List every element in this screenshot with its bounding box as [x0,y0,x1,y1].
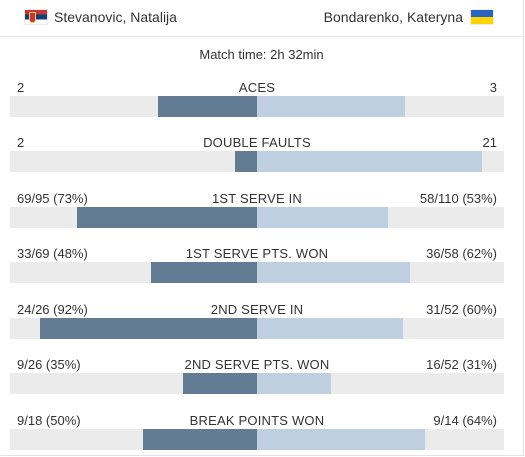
stat-right-value: 3 [489,80,497,95]
stat-row-break-points-won: 9/18 (50%) BREAK POINTS WON 9/14 (64%) [10,413,504,453]
stat-bar-right [257,318,403,339]
stat-name: 2ND SERVE IN [210,302,304,317]
ukraine-flag-icon [471,10,493,24]
stat-name: DOUBLE FAULTS [203,135,311,150]
match-header: Stevanovic, Natalija Bondarenko, Kateryn… [0,0,523,37]
stat-name: 1ST SERVE IN [211,191,303,206]
stat-track [10,318,504,339]
stat-right-value: 21 [482,135,497,150]
stat-bar-left [151,262,257,283]
stat-row-aces: 2 ACES 3 [10,80,504,120]
stat-bar-left [77,207,257,228]
stat-bar-left [158,96,257,117]
stat-right-value: 36/58 (62%) [426,246,497,261]
stat-bar-left [143,429,257,450]
stat-bar-right [257,262,410,283]
stat-right-value: 16/52 (31%) [426,357,497,372]
player-left-name[interactable]: Stevanovic, Natalija [54,9,177,25]
stat-track [10,373,504,394]
stat-right-value: 9/14 (64%) [433,413,497,428]
stat-row-double-faults: 2 DOUBLE FAULTS 21 [10,135,504,175]
stat-left-value: 2 [17,135,25,150]
stat-name: BREAK POINTS WON [189,413,325,428]
stat-bar-right [257,96,405,117]
stat-left-value: 2 [17,80,25,95]
stat-name: 2ND SERVE PTS. WON [184,357,330,372]
stat-track [10,96,504,117]
stat-left-value: 24/26 (92%) [17,302,88,317]
stat-left-value: 33/69 (48%) [17,246,88,261]
stat-row-first-serve-pts-won: 33/69 (48%) 1ST SERVE PTS. WON 36/58 (62… [10,246,504,286]
stat-bar-right [257,151,482,172]
match-time: Match time: 2h 32min [199,47,324,62]
stat-name: ACES [238,80,276,95]
stat-name: 1ST SERVE PTS. WON [185,246,329,261]
stat-left-value: 9/18 (50%) [17,413,81,428]
stat-right-value: 31/52 (60%) [426,302,497,317]
stat-bar-right [257,373,331,394]
stat-track [10,207,504,228]
stat-bar-left [40,318,257,339]
stat-left-value: 9/26 (35%) [17,357,81,372]
stat-right-value: 58/110 (53%) [419,191,497,206]
stat-bar-left [183,373,257,394]
serbia-flag-icon [25,10,47,24]
stat-row-first-serve-in: 69/95 (73%) 1ST SERVE IN 58/110 (53%) [10,191,504,231]
stat-bar-right [257,429,425,450]
stat-bar-right [257,207,388,228]
stat-left-value: 69/95 (73%) [17,191,88,206]
player-right-name[interactable]: Bondarenko, Kateryna [323,9,463,25]
stat-track [10,262,504,283]
player-right[interactable]: Bondarenko, Kateryna [324,8,493,26]
stat-track [10,151,504,172]
stat-bar-left [235,151,257,172]
stat-row-second-serve-in: 24/26 (92%) 2ND SERVE IN 31/52 (60%) [10,302,504,342]
player-left[interactable]: Stevanovic, Natalija [25,8,177,26]
stat-track [10,429,504,450]
stat-row-second-serve-pts-won: 9/26 (35%) 2ND SERVE PTS. WON 16/52 (31%… [10,357,504,397]
